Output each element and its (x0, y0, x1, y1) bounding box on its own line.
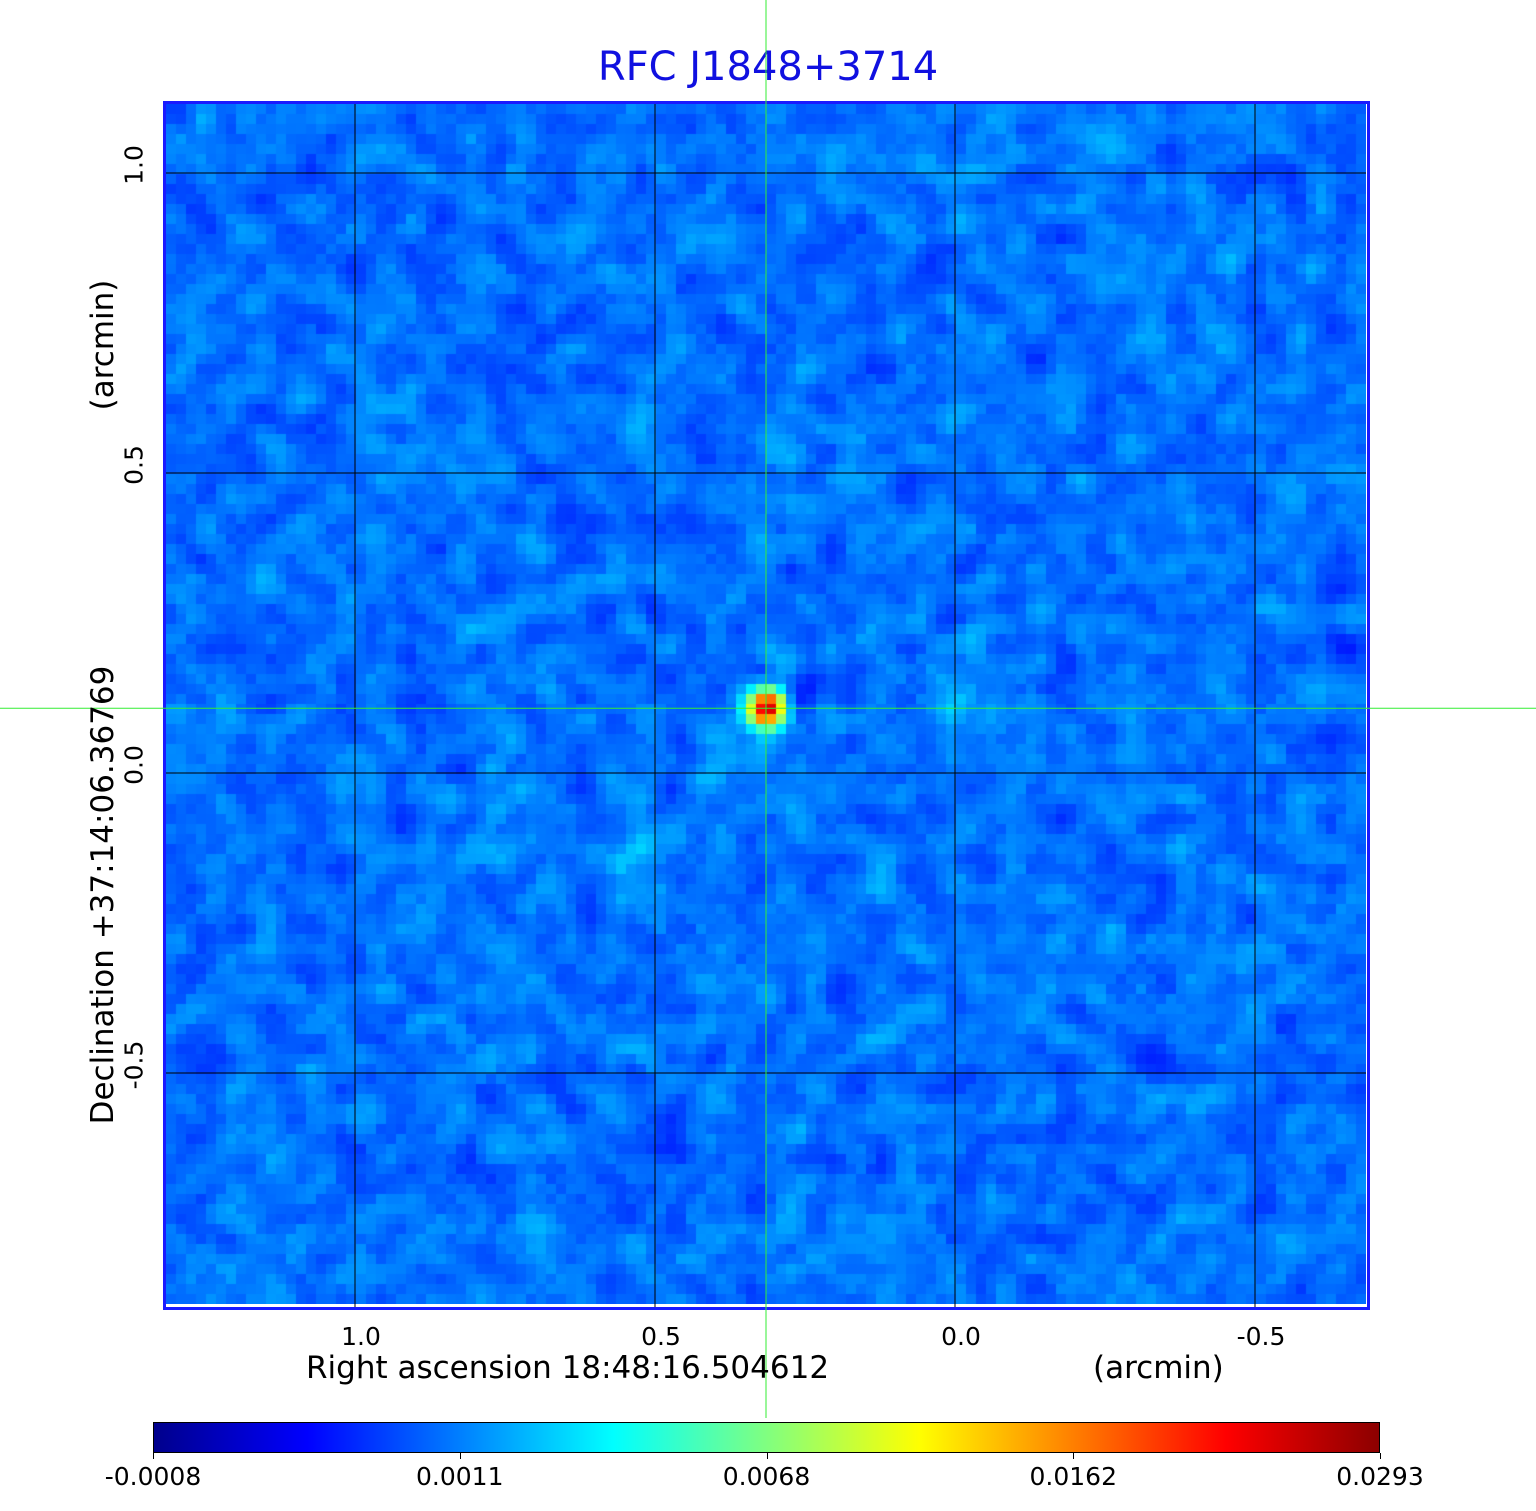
colorbar-tick-label: -0.0008 (104, 1462, 202, 1491)
colorbar-tick-mark (153, 1453, 154, 1459)
colorbar-tick-mark (1073, 1453, 1075, 1459)
x-tick-label: 0.0 (941, 1322, 981, 1351)
x-tick-label: 0.5 (641, 1322, 681, 1351)
y-tick-label: -0.5 (119, 1040, 149, 1090)
x-tick-label: -0.5 (1236, 1322, 1286, 1351)
x-axis-unit: (arcmin) (1093, 1350, 1224, 1386)
colorbar-tick-mark (459, 1453, 461, 1459)
y-axis-unit: (arcmin) (85, 279, 121, 411)
colorbar-tick-mark (766, 1453, 768, 1459)
x-tick-label: 1.0 (341, 1322, 381, 1351)
y-axis-label: Declination +37:14:06.36769 (85, 665, 121, 1125)
x-axis-label: Right ascension 18:48:16.504612 (306, 1350, 830, 1386)
y-tick-label: 0.0 (119, 745, 149, 785)
chart-title: RFC J1848+3714 (597, 44, 939, 90)
colorbar-tick-label: 0.0068 (722, 1462, 811, 1491)
colorbar-tick-label: 0.0162 (1029, 1462, 1117, 1491)
colorbar-tick-mark (1380, 1453, 1381, 1459)
colorbar-tick-label: 0.0293 (1336, 1462, 1424, 1491)
colorbar-tick-label: 0.0011 (416, 1462, 504, 1491)
colorbar (153, 1422, 1380, 1453)
y-tick-label: 0.5 (119, 445, 149, 485)
y-tick-label: 1.0 (119, 145, 149, 185)
